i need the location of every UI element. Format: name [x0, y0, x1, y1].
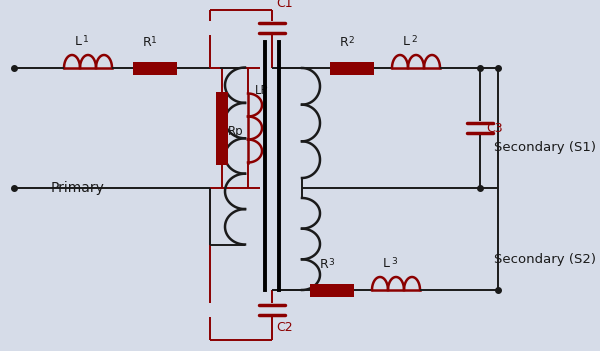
Bar	[216, 92, 228, 165]
Text: R: R	[320, 258, 329, 271]
Text: R: R	[340, 36, 349, 49]
Text: L: L	[383, 257, 390, 270]
Text: 1: 1	[83, 35, 89, 44]
Text: Secondary (S1): Secondary (S1)	[494, 141, 596, 154]
Text: LP: LP	[255, 84, 269, 97]
Text: Rp: Rp	[228, 126, 244, 139]
Bar	[310, 284, 354, 297]
Text: C2: C2	[276, 321, 293, 334]
Text: Primary: Primary	[51, 181, 105, 195]
Text: Secondary (S2): Secondary (S2)	[494, 253, 596, 266]
Text: C3: C3	[486, 121, 503, 134]
Text: L: L	[75, 35, 82, 48]
Text: 3: 3	[391, 257, 397, 266]
Bar	[330, 61, 374, 74]
Text: 2: 2	[348, 36, 353, 45]
Text: 2: 2	[411, 35, 416, 44]
Bar	[133, 61, 177, 74]
Text: 1: 1	[151, 36, 157, 45]
Text: R: R	[143, 36, 152, 49]
Text: 3: 3	[328, 258, 334, 267]
Text: C1: C1	[276, 0, 293, 10]
Text: L: L	[403, 35, 410, 48]
